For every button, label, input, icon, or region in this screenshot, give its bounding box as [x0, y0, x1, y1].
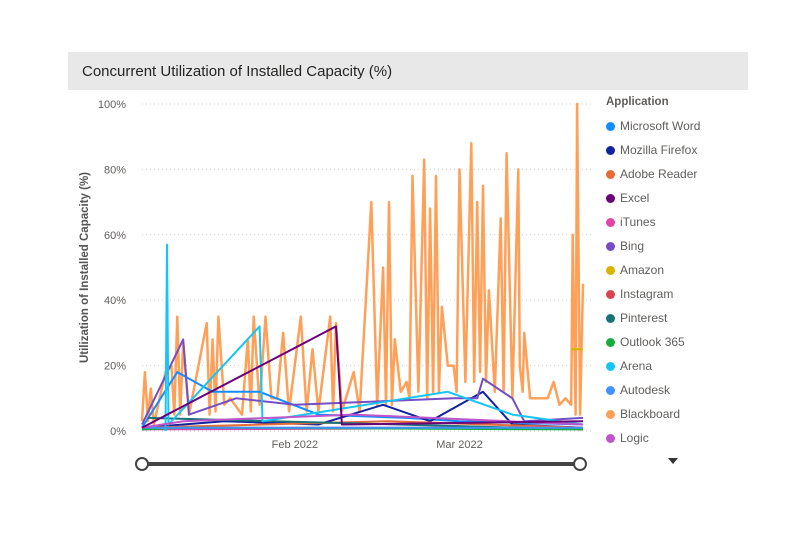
legend-label: Amazon	[620, 263, 665, 277]
x-tick-label: Mar 2022	[436, 439, 482, 451]
legend-marker	[606, 121, 615, 131]
legend-marker	[606, 337, 615, 347]
legend-item[interactable]: iTunes	[606, 210, 700, 234]
legend-item[interactable]: Bing	[606, 234, 700, 258]
legend-marker	[606, 361, 615, 371]
y-axis-title: Utilization of Installed Capacity (%)	[79, 172, 91, 363]
y-tick-label: 20%	[104, 361, 126, 373]
legend-item[interactable]: Autodesk	[606, 378, 700, 402]
legend-marker	[606, 193, 615, 203]
legend-marker	[606, 409, 615, 419]
y-tick-label: 40%	[104, 295, 126, 307]
legend-marker	[606, 241, 615, 251]
legend-item[interactable]: Microsoft Word	[606, 114, 700, 138]
y-tick-label: 100%	[98, 99, 126, 111]
legend-item[interactable]: Amazon	[606, 258, 700, 282]
legend-label: iTunes	[620, 215, 656, 229]
legend-marker	[606, 433, 615, 443]
legend-item[interactable]: Pinterest	[606, 306, 700, 330]
legend-item[interactable]: Outlook 365	[606, 330, 700, 354]
chart-title: Concurrent Utilization of Installed Capa…	[82, 63, 393, 80]
legend-marker	[606, 313, 615, 323]
legend-label: Microsoft Word	[620, 119, 701, 133]
legend-label: Logic	[620, 431, 649, 445]
legend-item[interactable]: Excel	[606, 186, 700, 210]
legend-label: Bing	[620, 239, 645, 253]
legend-label: Arena	[620, 359, 653, 373]
legend-label: Outlook 365	[620, 335, 685, 349]
line-chart: 0% 20% 40% 60% 80% 100% Feb 2022 Mar 2022 Utiliz…	[79, 99, 593, 471]
title-bar: Concurrent Utilization of Installed Capa…	[68, 52, 748, 90]
legend-item[interactable]: Adobe Reader	[606, 162, 700, 186]
series-line-bing	[141, 338, 584, 425]
legend-label: Mozilla Firefox	[620, 143, 698, 157]
legend-marker	[606, 145, 615, 155]
legend-marker	[606, 265, 615, 275]
series-line-mozilla-firefox	[141, 390, 584, 429]
legend-label: Blackboard	[620, 407, 681, 421]
legend-marker	[606, 169, 615, 179]
legend-label: Pinterest	[620, 311, 668, 325]
more-options-caret[interactable]	[668, 458, 678, 464]
legend-marker	[606, 289, 615, 299]
range-slider-end-handle[interactable]	[573, 457, 587, 471]
series-line-adobe-reader	[141, 420, 584, 429]
legend-marker	[606, 385, 615, 395]
series-line-excel	[141, 325, 584, 429]
legend-item[interactable]: Blackboard	[606, 402, 700, 426]
legend-item[interactable]: Instagram	[606, 282, 700, 306]
legend: Application Microsoft Word Mozilla Firefo…	[606, 96, 700, 450]
legend-title: Application	[606, 96, 669, 108]
series-line-logic	[141, 413, 584, 429]
legend-item[interactable]: Logic	[606, 426, 700, 450]
x-tick-label: Feb 2022	[272, 439, 318, 451]
series-line-arena	[164, 243, 584, 432]
legend-item[interactable]: Mozilla Firefox	[606, 138, 700, 162]
series-line-blackboard	[140, 102, 585, 426]
legend-item[interactable]: Arena	[606, 354, 700, 378]
legend-label: Instagram	[620, 287, 674, 301]
legend-label: Autodesk	[620, 383, 671, 397]
y-tick-label: 0%	[110, 426, 126, 438]
range-slider-start-handle[interactable]	[135, 457, 149, 471]
chart-card: Concurrent Utilization of Installed Capa…	[68, 52, 748, 487]
legend-label: Excel	[620, 191, 650, 205]
legend-label: Adobe Reader	[620, 167, 698, 181]
legend-marker	[606, 217, 615, 227]
y-tick-label: 80%	[104, 164, 126, 176]
y-tick-label: 60%	[104, 230, 126, 242]
